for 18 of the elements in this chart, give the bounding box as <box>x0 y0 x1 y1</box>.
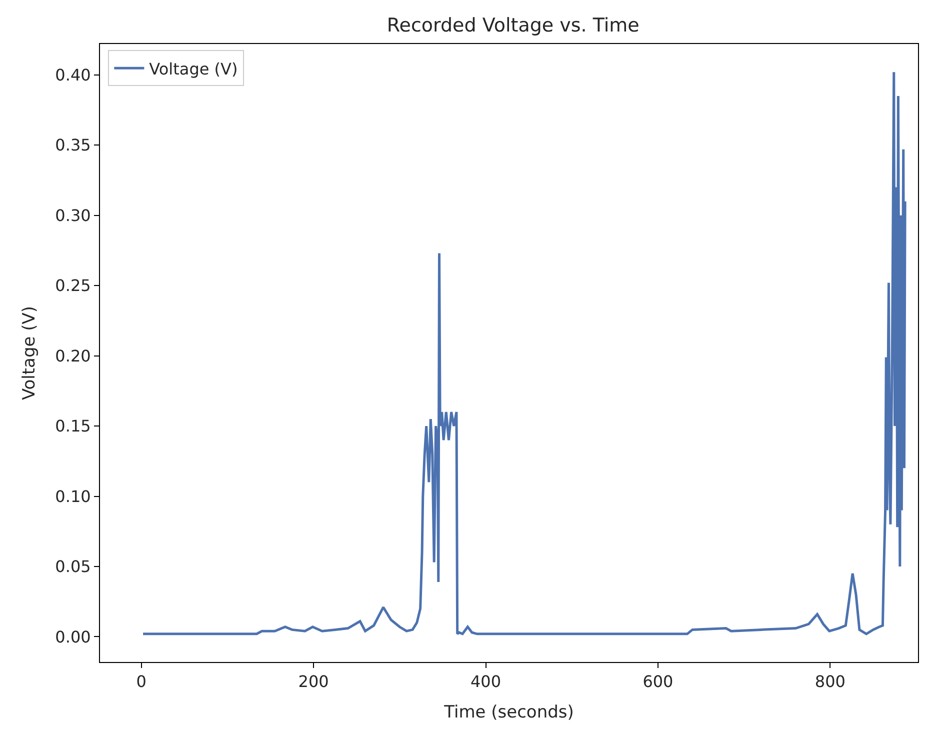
y-axis-title: Voltage (V) <box>20 306 40 400</box>
x-tick-label: 400 <box>470 672 502 692</box>
x-tick-label: 0 <box>136 672 146 692</box>
chart-title: Recorded Voltage vs. Time <box>386 14 640 37</box>
y-tick-label: 0.15 <box>55 416 91 436</box>
y-tick-label: 0.05 <box>55 557 91 576</box>
y-tick-label: 0.25 <box>55 276 91 296</box>
x-tick-label: 600 <box>642 672 674 692</box>
y-tick-label: 0.30 <box>55 206 91 225</box>
y-tick-label: 0.10 <box>55 486 91 506</box>
legend-label: Voltage (V) <box>149 59 238 78</box>
x-axis-title: Time (seconds) <box>443 702 574 723</box>
y-tick-label: 0.20 <box>55 346 91 366</box>
y-tick-label: 0.35 <box>55 136 91 155</box>
x-tick-label: 800 <box>814 672 846 692</box>
y-tick-label: 0.40 <box>55 66 91 84</box>
x-tick-label: 200 <box>298 672 329 692</box>
y-tick-label: 0.00 <box>55 627 91 646</box>
